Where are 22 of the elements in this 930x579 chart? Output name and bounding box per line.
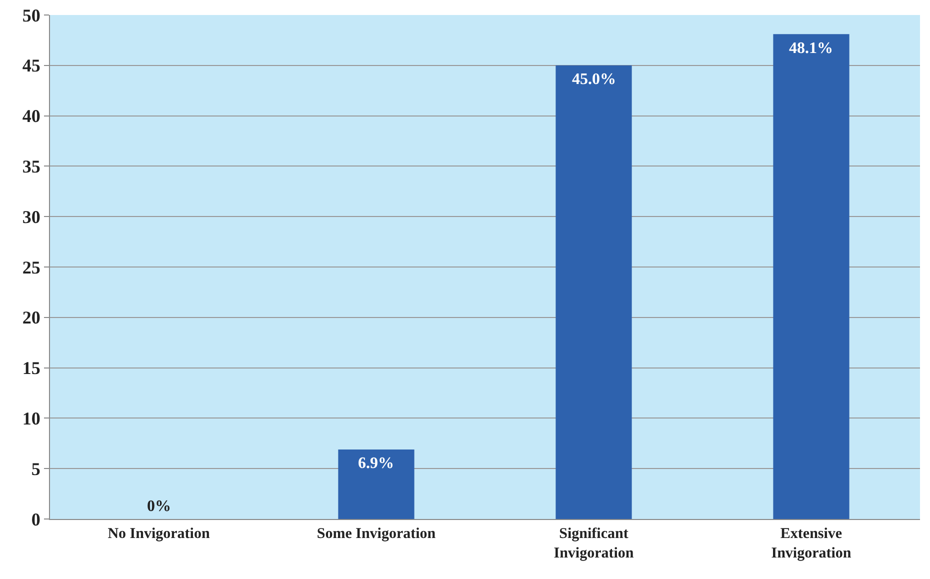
x-tick-label: No Invigoration xyxy=(108,526,210,542)
y-tick-label: 40 xyxy=(22,106,40,126)
data-label: 0% xyxy=(147,498,171,515)
y-tick-label: 30 xyxy=(22,206,40,227)
y-tick-label: 45 xyxy=(22,56,40,76)
y-tick-label: 15 xyxy=(22,358,40,378)
bar xyxy=(773,34,850,519)
y-tick-label: 50 xyxy=(22,5,40,26)
bar xyxy=(556,65,632,519)
data-label: 6.9% xyxy=(358,455,394,472)
y-tick-label: 35 xyxy=(22,156,40,176)
y-tick-label: 0 xyxy=(31,509,40,530)
x-tick-label: Extensive Invigoration xyxy=(771,526,852,562)
bar xyxy=(338,449,414,519)
y-tick-label: 5 xyxy=(31,458,40,479)
x-tick-label: Significant Invigoration xyxy=(554,526,634,562)
y-tick-label: 20 xyxy=(22,308,40,328)
data-label: 45.0% xyxy=(572,71,616,88)
y-tick-label: 25 xyxy=(22,257,40,278)
x-tick-label: Some Invigoration xyxy=(316,526,436,542)
y-tick-label: 10 xyxy=(22,408,40,428)
data-label: 48.1% xyxy=(789,40,833,57)
